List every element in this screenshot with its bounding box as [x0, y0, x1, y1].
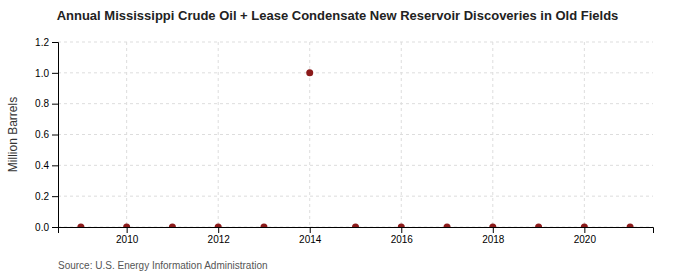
grid-line-y — [58, 196, 653, 197]
grid-line-y — [58, 134, 653, 135]
y-tick: 0.0 — [35, 222, 58, 233]
x-tick-mark — [310, 227, 311, 233]
grid-line-x — [126, 42, 127, 227]
y-tick: 0.8 — [35, 98, 58, 109]
point — [260, 224, 267, 228]
y-axis-line — [52, 43, 59, 228]
y-tick-label: 1.2 — [35, 37, 49, 48]
y-tick-mark — [52, 165, 58, 166]
y-tick-label: 1.0 — [35, 68, 49, 79]
y-tick-label: 0.0 — [35, 222, 49, 233]
y-tick-label: 0.2 — [35, 191, 49, 202]
x-tick: 2012 — [208, 227, 231, 245]
grid-line-x — [218, 42, 219, 227]
x-tick-mark — [218, 227, 219, 233]
chart-container: 2010 2012 2014 2016 2018 2020 0.0 0.2 0.4 0.6 0.8 1… — [0, 0, 675, 275]
x-tick-mark — [401, 227, 402, 233]
x-tick-label: 2016 — [391, 234, 414, 245]
point — [535, 224, 542, 228]
point — [169, 224, 176, 228]
grid-line-y — [58, 72, 653, 73]
x-tick-label: 2014 — [299, 234, 322, 245]
point — [123, 224, 130, 228]
point — [398, 224, 405, 228]
point — [77, 224, 84, 228]
y-tick-label: 0.4 — [35, 160, 49, 171]
y-tick-label: 0.6 — [35, 129, 49, 140]
grid-line-x — [492, 42, 493, 227]
grid-line-y — [58, 42, 653, 43]
x-tick-label: 2012 — [208, 234, 231, 245]
point — [489, 224, 496, 228]
y-tick-label: 0.8 — [35, 98, 49, 109]
point — [444, 224, 451, 228]
plot: 2010 2012 2014 2016 2018 2020 0.0 0.2 0.4 0.6 0.8 1… — [35, 37, 653, 245]
grid — [58, 42, 653, 227]
point — [306, 69, 313, 76]
x-tick: 2010 — [116, 227, 139, 245]
y-tick: 1.0 — [35, 68, 58, 79]
point — [627, 224, 634, 228]
x-tick-label: 2018 — [482, 234, 505, 245]
grid-line-y — [58, 165, 653, 166]
y-tick: 0.4 — [35, 160, 58, 171]
chart-svg: 2010 2012 2014 2016 2018 2020 0.0 0.2 0.4 0.6 0.8 1… — [0, 0, 675, 275]
grid-line-y — [58, 103, 653, 104]
y-tick-mark — [52, 42, 58, 43]
y-tick-mark — [52, 227, 58, 228]
x-axis-line — [59, 228, 654, 234]
x-tick-label: 2010 — [116, 234, 139, 245]
point — [581, 224, 588, 228]
x-tick: 2018 — [482, 227, 505, 245]
y-tick-mark — [52, 196, 58, 197]
marks — [77, 69, 633, 227]
grid-line-x — [401, 42, 402, 227]
x-tick: 2014 — [299, 227, 322, 245]
y-tick: 1.2 — [35, 37, 58, 48]
x-tick: 2016 — [391, 227, 414, 245]
x-axis: 2010 2012 2014 2016 2018 2020 — [59, 227, 654, 245]
y-tick-mark — [52, 135, 58, 136]
point — [352, 224, 359, 228]
x-tick-label: 2020 — [574, 234, 597, 245]
y-tick-mark — [52, 73, 58, 74]
y-axis: 0.0 0.2 0.4 0.6 0.8 1.0 1.2 — [35, 37, 58, 233]
title: Annual Mississippi Crude Oil + Lease Con… — [57, 8, 619, 23]
y-tick: 0.2 — [35, 191, 58, 202]
x-tick-mark — [584, 227, 585, 233]
x-tick-mark — [493, 227, 494, 233]
grid-line-x — [584, 42, 585, 227]
x-tick: 2020 — [574, 227, 597, 245]
annotation: Source: U.S. Energy Information Administ… — [58, 260, 268, 271]
y-tick: 0.6 — [35, 129, 58, 140]
y-tick-mark — [52, 104, 58, 105]
y-axis-title: Million Barrels — [6, 97, 20, 172]
point — [215, 224, 222, 228]
x-tick-mark — [127, 227, 128, 233]
